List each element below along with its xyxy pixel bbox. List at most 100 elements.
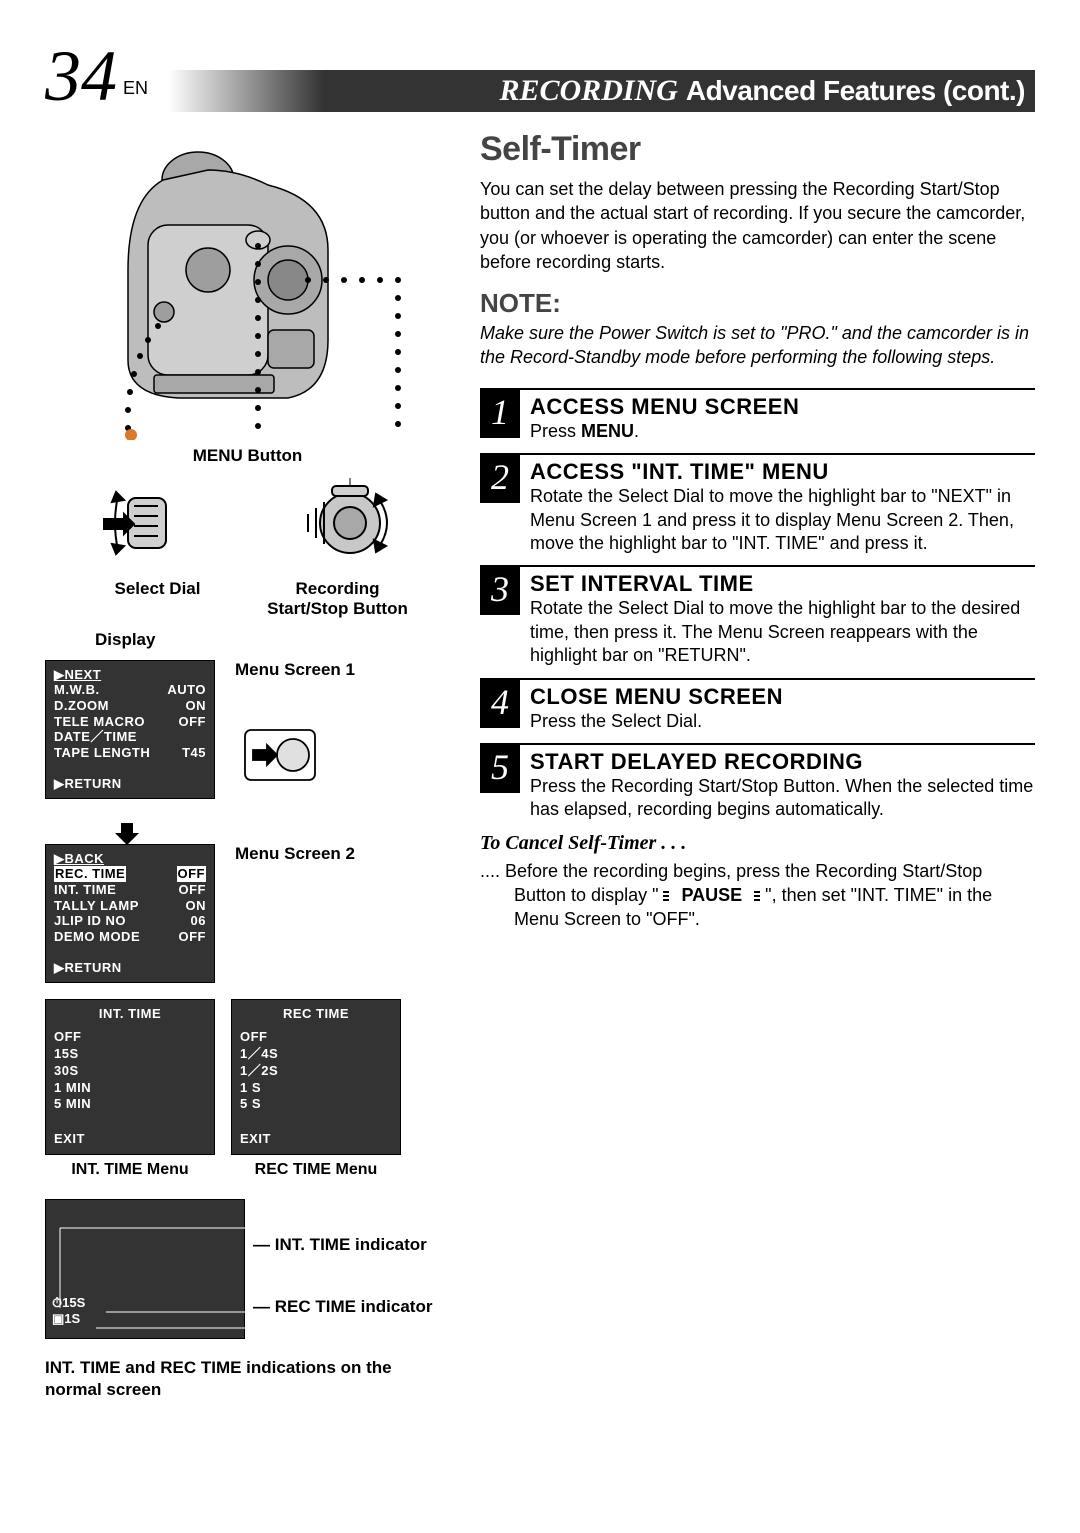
- lcd1-r2r: ON: [186, 698, 207, 714]
- section-title: Self-Timer: [480, 130, 1035, 169]
- bottom-caption: INT. TIME and REC TIME indications on th…: [45, 1357, 450, 1401]
- step-body: START DELAYED RECORDING Press the Record…: [530, 749, 1035, 822]
- note-body: Make sure the Power Switch is set to "PR…: [480, 321, 1035, 370]
- step-number: 3: [480, 567, 520, 615]
- int-opt-3: 1 MIN: [54, 1080, 206, 1097]
- lcd2-r5l: DEMO MODE: [54, 929, 140, 945]
- lcd1-r2l: D.ZOOM: [54, 698, 109, 714]
- display-label: Display: [95, 630, 450, 650]
- lcd2-r0: ▶BACK: [54, 851, 104, 867]
- header-title-main: RECORDING: [499, 74, 677, 108]
- rec-opt-1: 1／4S: [240, 1046, 392, 1063]
- rec-opt-4: 5 S: [240, 1096, 392, 1113]
- menu-button-label: MENU Button: [45, 446, 450, 466]
- ind-label2: REC TIME indicator: [275, 1297, 433, 1316]
- page-header: 34 EN RECORDING Advanced Features (cont.…: [45, 40, 1035, 112]
- header-title-sub: Advanced Features (cont.): [686, 75, 1025, 107]
- step-title: ACCESS "INT. TIME" MENU: [530, 459, 1035, 485]
- step: 2 ACCESS "INT. TIME" MENU Rotate the Sel…: [480, 453, 1035, 555]
- menu-screen-2-row: ▶BACK REC. TIME OFF INT. TIME OFF TALLY LA…: [45, 844, 450, 983]
- ind-t1: ⏱15S: [52, 1295, 85, 1312]
- cancel-bold: PAUSE: [681, 885, 742, 905]
- step-title: CLOSE MENU SCREEN: [530, 684, 1035, 710]
- cancel-heading: To Cancel Self-Timer . . .: [480, 832, 1035, 855]
- rec-exit: EXIT: [240, 1131, 392, 1148]
- lcd1-r0: ▶NEXT: [54, 667, 101, 683]
- intro-text: You can set the delay between pressing t…: [480, 177, 1035, 274]
- lcd2-r4l: JLIP ID NO: [54, 913, 126, 929]
- right-column: Self-Timer You can set the delay between…: [480, 130, 1035, 1401]
- ind-t2: ▣1S: [52, 1311, 80, 1328]
- lcd1-r1r: AUTO: [167, 682, 206, 698]
- rec-button-box: Recording Start/Stop Button: [258, 478, 418, 620]
- lcd1-r3r: OFF: [179, 714, 207, 730]
- select-dial-box: Select Dial: [78, 478, 238, 620]
- int-exit: EXIT: [54, 1131, 206, 1148]
- rec-opt-2: 1／2S: [240, 1063, 392, 1080]
- lcd1-r5l: TAPE LENGTH: [54, 745, 150, 761]
- cancel-body: .... Before the recording begins, press …: [480, 859, 1035, 932]
- header-bar: RECORDING Advanced Features (cont.): [168, 70, 1035, 112]
- step-number: 1: [480, 390, 520, 438]
- step-body: ACCESS MENU SCREEN Press MENU.: [530, 394, 1035, 443]
- lcd2-r4r: 06: [191, 913, 206, 929]
- down-arrow-icon: [115, 823, 139, 845]
- step-title: START DELAYED RECORDING: [530, 749, 1035, 775]
- lcd2-r3l: TALLY LAMP: [54, 898, 139, 914]
- indicator-labels: — INT. TIME indicator — REC TIME indicat…: [253, 1220, 432, 1318]
- rec-opt-3: 1 S: [240, 1080, 261, 1095]
- left-column: MENU Button: [45, 130, 450, 1401]
- int-opt-4: 5 MIN: [54, 1096, 206, 1113]
- int-opt-0: OFF: [54, 1029, 82, 1044]
- step: 5 START DELAYED RECORDING Press the Reco…: [480, 743, 1035, 822]
- step-number: 5: [480, 745, 520, 793]
- rec-opt-0: OFF: [240, 1029, 268, 1044]
- rec-time-title: REC TIME: [240, 1006, 392, 1023]
- lcd1-return: ▶RETURN: [54, 776, 122, 792]
- menu1-caption: Menu Screen 1: [235, 660, 355, 680]
- int-opt-1: 15S: [54, 1046, 79, 1061]
- lcd1-r3l: TELE MACRO: [54, 714, 145, 730]
- step-text: Press MENU.: [530, 420, 1035, 443]
- page-lang: EN: [123, 78, 148, 99]
- int-opt-2: 30S: [54, 1063, 206, 1080]
- lcd2-return: ▶RETURN: [54, 960, 122, 976]
- lcd-menu-2: ▶BACK REC. TIME OFF INT. TIME OFF TALLY LA…: [45, 844, 215, 983]
- dial-row: Select Dial: [45, 478, 450, 620]
- lcd1-r4l: DATE／TIME: [54, 729, 137, 745]
- step-title: SET INTERVAL TIME: [530, 571, 1035, 597]
- step-number: 2: [480, 455, 520, 503]
- page-number: 34: [45, 40, 117, 112]
- lcd2-r2l: INT. TIME: [54, 882, 116, 898]
- step-text: Press the Recording Start/Stop Button. W…: [530, 775, 1035, 822]
- step: 1 ACCESS MENU SCREEN Press MENU.: [480, 388, 1035, 443]
- menu2-caption: Menu Screen 2: [235, 844, 355, 864]
- lcd2-r1l: REC. TIME: [54, 866, 126, 882]
- rec-time-caption: REC TIME Menu: [231, 1161, 401, 1179]
- lcd2-r3r: ON: [186, 898, 207, 914]
- int-time-caption: INT. TIME Menu: [45, 1161, 215, 1179]
- step-text: Rotate the Select Dial to move the highl…: [530, 597, 1035, 667]
- step-number: 4: [480, 680, 520, 728]
- select-dial-label: Select Dial: [78, 579, 238, 599]
- steps-list: 1 ACCESS MENU SCREEN Press MENU. 2 ACCES…: [480, 388, 1035, 822]
- camcorder-illustration: [68, 130, 428, 440]
- indicator-lcd: ⏱15S ▣1S: [45, 1199, 245, 1339]
- lcd2-r5r: OFF: [179, 929, 207, 945]
- lcd2-r2r: OFF: [179, 882, 207, 898]
- mini-caption-row: INT. TIME Menu REC TIME Menu: [45, 1161, 450, 1179]
- step-body: CLOSE MENU SCREEN Press the Select Dial.: [530, 684, 1035, 733]
- lcd1-r5r: T45: [182, 745, 206, 761]
- int-time-lcd: INT. TIME OFF 15S 30S 1 MIN 5 MIN EXIT: [45, 999, 215, 1155]
- menu-screen-1-row: ▶NEXT M.W.B.AUTO D.ZOOMON TELE MACROOFF …: [45, 660, 450, 805]
- step-title: ACCESS MENU SCREEN: [530, 394, 1035, 420]
- note-heading: NOTE:: [480, 288, 1035, 319]
- lcd2-r1r: OFF: [177, 866, 207, 882]
- int-time-title: INT. TIME: [54, 1006, 206, 1023]
- step: 3 SET INTERVAL TIME Rotate the Select Di…: [480, 565, 1035, 667]
- step: 4 CLOSE MENU SCREEN Press the Select Dia…: [480, 678, 1035, 733]
- indicator-wrap: ⏱15S ▣1S — INT. TIME indicator — REC TIM…: [45, 1199, 450, 1339]
- step-text: Rotate the Select Dial to move the highl…: [530, 485, 1035, 555]
- step-body: SET INTERVAL TIME Rotate the Select Dial…: [530, 571, 1035, 667]
- lcd1-r1l: M.W.B.: [54, 682, 100, 698]
